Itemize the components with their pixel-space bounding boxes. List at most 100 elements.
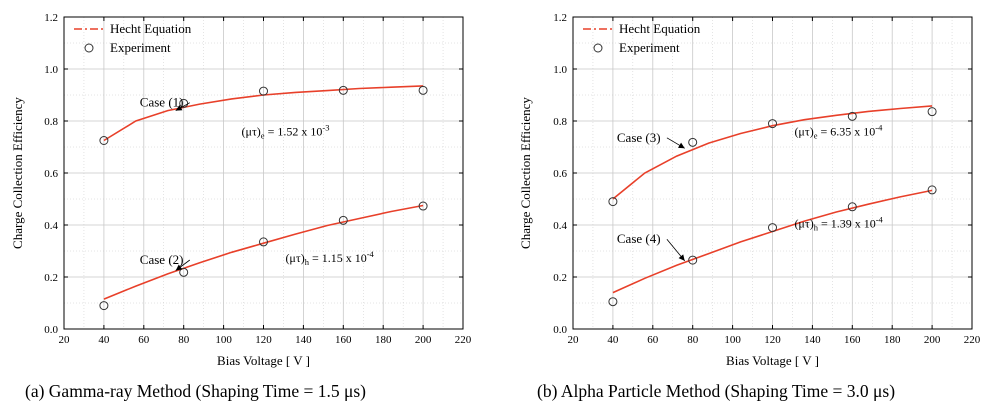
experiment-point — [418, 85, 428, 95]
experiment-point — [179, 267, 189, 277]
x-tick-label: 180 — [884, 334, 901, 346]
case-label: Case (2) — [140, 252, 184, 267]
case-arrowhead — [175, 105, 183, 111]
experiment-point — [179, 98, 189, 108]
y-tick-label: 0.8 — [553, 116, 567, 128]
experiment-point — [847, 202, 857, 212]
legend-experiment-label: Experiment — [619, 40, 680, 55]
experiment-point — [688, 255, 698, 265]
y-tick-label: 1.2 — [553, 12, 567, 24]
mobility-prefix: (μτ) — [285, 251, 304, 265]
x-tick-label: 200 — [415, 334, 432, 346]
mobility-prefix: (μτ) — [794, 124, 813, 138]
mobility-subscript: e — [814, 130, 818, 140]
x-tick-label: 80 — [178, 334, 190, 346]
x-tick-label: 160 — [335, 334, 352, 346]
y-axis-label: Charge Collection Efficiency — [518, 97, 533, 249]
legend-hecht-label: Hecht Equation — [619, 21, 701, 36]
figure-caption: (b) Alpha Particle Method (Shaping Time … — [537, 381, 895, 401]
legend-marker-swatch — [84, 43, 94, 53]
x-tick-label: 220 — [964, 334, 981, 346]
experiment-point — [338, 85, 348, 95]
mobility-subscript: e — [261, 130, 265, 140]
mobility-prefix: (μτ) — [794, 217, 813, 231]
experiment-point — [338, 215, 348, 225]
x-tick-label: 40 — [607, 334, 619, 346]
experiment-point — [608, 197, 618, 207]
chart-panel-b: 20 40 60 80 100 120 140 160 180 200 220 0.0 0.2 0.4 0.… — [518, 12, 981, 401]
mobility-lifetime-label: (μτ)h = 1.39 x 10-4 — [794, 215, 883, 233]
x-tick-label: 60 — [138, 334, 150, 346]
x-tick-label: 20 — [59, 334, 71, 346]
mobility-exponent: -3 — [322, 122, 329, 132]
x-axis-label: Bias Voltage [ V ] — [726, 353, 819, 368]
experiment-point — [768, 119, 777, 129]
chart-panel-a: 20 40 60 80 100 120 140 160 180 200 220 0.0 0.2 0.4 0.… — [10, 12, 472, 401]
y-tick-label: 0.6 — [44, 168, 58, 180]
case-label: Case (3) — [617, 130, 661, 145]
y-tick-label: 0.4 — [44, 220, 58, 232]
x-tick-label: 160 — [844, 334, 861, 346]
mobility-value: = 1.15 x 10 — [309, 251, 367, 265]
x-tick-label: 200 — [924, 334, 941, 346]
mobility-exponent: -4 — [876, 215, 884, 225]
mobility-value: = 1.52 x 10 — [265, 124, 323, 138]
y-tick-label: 1.2 — [44, 12, 58, 24]
x-tick-label: 60 — [647, 334, 659, 346]
mobility-subscript: h — [814, 223, 819, 233]
y-tick-label: 0.4 — [553, 220, 567, 232]
mobility-exponent: -4 — [875, 122, 883, 132]
case-arrowhead — [678, 254, 685, 261]
y-tick-label: 0.0 — [44, 324, 58, 336]
y-tick-label: 0.6 — [553, 168, 567, 180]
x-tick-label: 100 — [215, 334, 232, 346]
case-arrowhead — [678, 142, 685, 149]
experiment-point — [99, 136, 109, 145]
case-arrowhead — [175, 264, 183, 271]
legend-experiment-label: Experiment — [110, 40, 171, 55]
legend-marker-swatch — [593, 43, 603, 53]
x-tick-label: 140 — [295, 334, 312, 346]
x-axis-label: Bias Voltage [ V ] — [217, 353, 310, 368]
y-tick-label: 0.2 — [553, 272, 567, 284]
y-tick-label: 0.0 — [553, 324, 567, 336]
experiment-point — [99, 301, 109, 311]
x-tick-label: 120 — [764, 334, 781, 346]
mobility-prefix: (μτ) — [242, 124, 261, 138]
case-label: Case (4) — [617, 231, 661, 246]
experiment-point — [259, 237, 268, 247]
x-tick-label: 220 — [455, 334, 472, 346]
experiment-point — [688, 137, 698, 147]
figure-caption: (a) Gamma-ray Method (Shaping Time = 1.5… — [25, 381, 366, 401]
x-tick-label: 120 — [255, 334, 272, 346]
y-tick-label: 1.0 — [44, 64, 58, 76]
y-axis-label: Charge Collection Efficiency — [10, 97, 25, 249]
x-tick-label: 180 — [375, 334, 392, 346]
experiment-point — [927, 185, 937, 195]
mobility-lifetime-label: (μτ)e = 1.52 x 10-3 — [242, 122, 330, 140]
experiment-point — [927, 107, 937, 117]
experiment-point — [608, 297, 618, 307]
x-tick-label: 40 — [98, 334, 110, 346]
mobility-value: = 1.39 x 10 — [818, 217, 876, 231]
experiment-point — [418, 201, 428, 211]
mobility-subscript: h — [305, 257, 310, 267]
hecht-curve-case-3- — [612, 105, 933, 200]
x-tick-label: 100 — [724, 334, 741, 346]
x-tick-label: 140 — [804, 334, 821, 346]
mobility-lifetime-label: (μτ)h = 1.15 x 10-4 — [285, 249, 374, 267]
hecht-curve-case-2- — [103, 204, 424, 300]
y-tick-label: 0.2 — [44, 272, 58, 284]
experiment-point — [847, 111, 857, 121]
experiment-point — [259, 86, 268, 96]
y-tick-label: 1.0 — [553, 64, 567, 76]
legend-hecht-label: Hecht Equation — [110, 21, 192, 36]
mobility-value: = 6.35 x 10 — [817, 124, 875, 138]
x-tick-label: 80 — [687, 334, 699, 346]
mobility-exponent: -4 — [367, 249, 375, 259]
y-tick-label: 0.8 — [44, 116, 58, 128]
experiment-point — [768, 223, 777, 233]
case-label: Case (1) — [140, 95, 184, 110]
mobility-lifetime-label: (μτ)e = 6.35 x 10-4 — [794, 122, 883, 140]
